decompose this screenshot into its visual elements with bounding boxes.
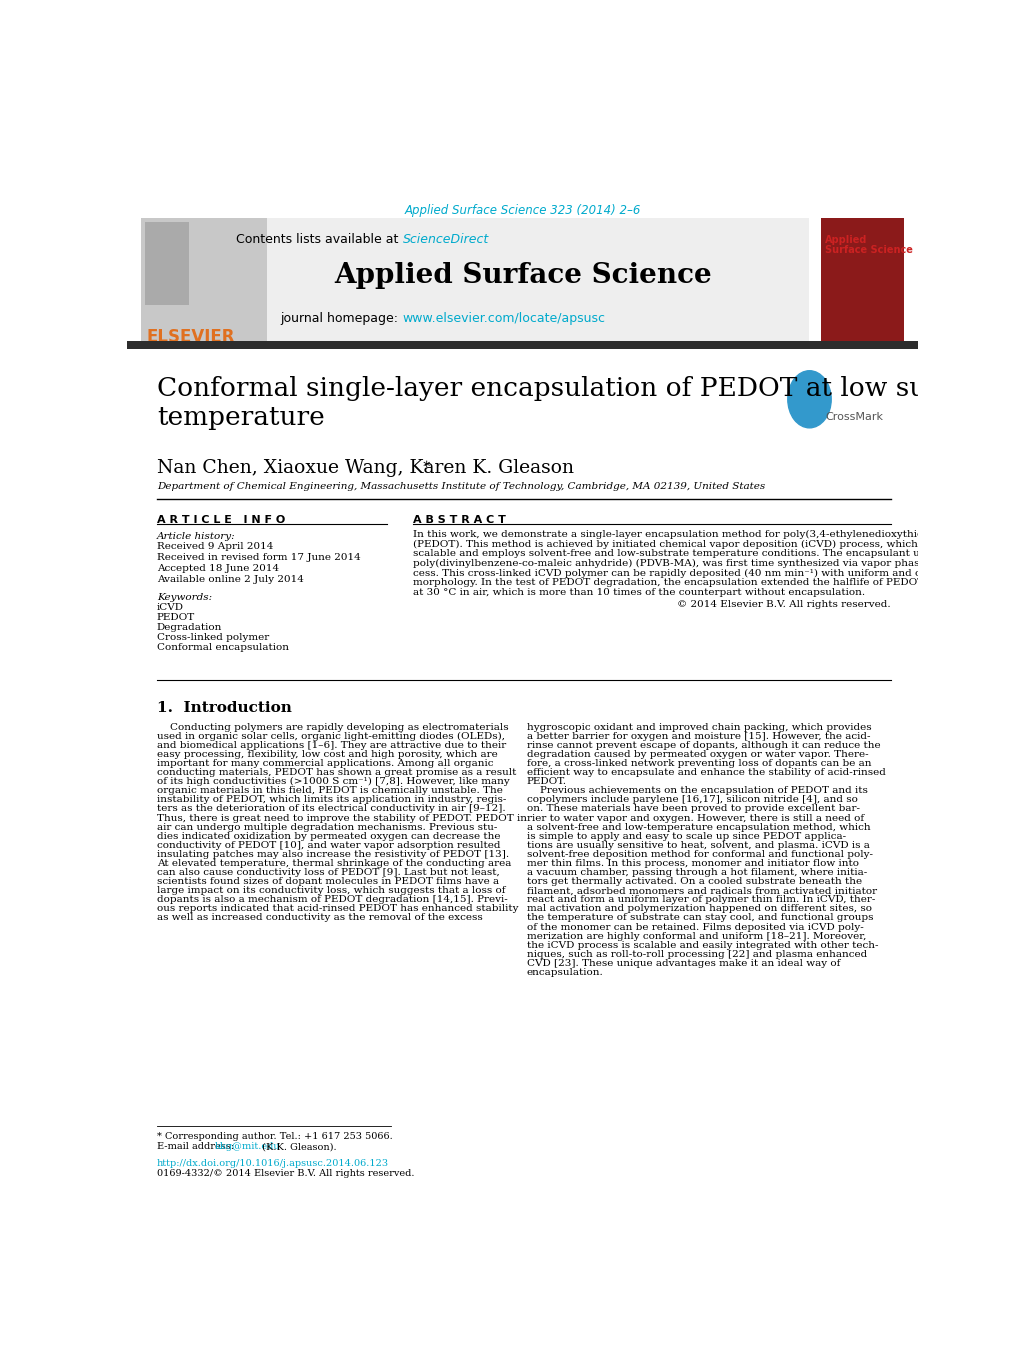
Text: http://dx.doi.org/10.1016/j.apsusc.2014.06.123: http://dx.doi.org/10.1016/j.apsusc.2014.… — [157, 1159, 388, 1169]
Text: copolymers include parylene [16,17], silicon nitride [4], and so: copolymers include parylene [16,17], sil… — [526, 796, 857, 804]
Text: dopants is also a mechanism of PEDOT degradation [14,15]. Previ-: dopants is also a mechanism of PEDOT deg… — [157, 896, 507, 904]
Text: Conformal single-layer encapsulation of PEDOT at low substrate
temperature: Conformal single-layer encapsulation of … — [157, 376, 1019, 430]
Text: * Corresponding author. Tel.: +1 617 253 5066.: * Corresponding author. Tel.: +1 617 253… — [157, 1132, 392, 1142]
Text: Accepted 18 June 2014: Accepted 18 June 2014 — [157, 565, 279, 573]
Text: 0169-4332/© 2014 Elsevier B.V. All rights reserved.: 0169-4332/© 2014 Elsevier B.V. All right… — [157, 1169, 414, 1178]
Text: 1.  Introduction: 1. Introduction — [157, 701, 291, 715]
Text: CVD [23]. These unique advantages make it an ideal way of: CVD [23]. These unique advantages make i… — [526, 959, 840, 967]
Text: Contents lists available at: Contents lists available at — [236, 232, 403, 246]
Text: CrossMark: CrossMark — [824, 412, 882, 423]
Text: a vacuum chamber, passing through a hot filament, where initia-: a vacuum chamber, passing through a hot … — [526, 869, 866, 877]
Text: can also cause conductivity loss of PEDOT [9]. Last but not least,: can also cause conductivity loss of PEDO… — [157, 869, 499, 877]
Text: dies indicated oxidization by permeated oxygen can decrease the: dies indicated oxidization by permeated … — [157, 832, 500, 840]
Text: PEDOT: PEDOT — [157, 613, 195, 623]
Text: Conducting polymers are rapidly developing as electromaterials: Conducting polymers are rapidly developi… — [157, 723, 508, 732]
Text: is simple to apply and easy to scale up since PEDOT applica-: is simple to apply and easy to scale up … — [526, 832, 845, 840]
Text: Department of Chemical Engineering, Massachusetts Institute of Technology, Cambr: Department of Chemical Engineering, Mass… — [157, 482, 764, 490]
FancyBboxPatch shape — [142, 218, 809, 340]
Text: Conformal encapsulation: Conformal encapsulation — [157, 643, 288, 653]
Text: Nan Chen, Xiaoxue Wang, Karen K. Gleason: Nan Chen, Xiaoxue Wang, Karen K. Gleason — [157, 458, 574, 477]
Text: ScienceDirect: ScienceDirect — [403, 232, 488, 246]
Text: Applied: Applied — [824, 235, 866, 246]
Text: rier to water vapor and oxygen. However, there is still a need of: rier to water vapor and oxygen. However,… — [526, 813, 863, 823]
Text: on. These materials have been proved to provide excellent bar-: on. These materials have been proved to … — [526, 804, 859, 813]
Text: Available online 2 July 2014: Available online 2 July 2014 — [157, 574, 304, 584]
Text: kkg@mit.edu: kkg@mit.edu — [215, 1143, 280, 1151]
Text: merization are highly conformal and uniform [18–21]. Moreover,: merization are highly conformal and unif… — [526, 932, 865, 940]
Text: PEDOT.: PEDOT. — [526, 777, 567, 786]
Text: important for many commercial applications. Among all organic: important for many commercial applicatio… — [157, 759, 493, 767]
Text: cess. This cross-linked iCVD polymer can be rapidly deposited (40 nm min⁻¹) with: cess. This cross-linked iCVD polymer can… — [413, 569, 967, 578]
Text: A B S T R A C T: A B S T R A C T — [413, 515, 505, 524]
Text: of its high conductivities (>1000 S cm⁻¹) [7,8]. However, like many: of its high conductivities (>1000 S cm⁻¹… — [157, 777, 509, 786]
Text: A R T I C L E   I N F O: A R T I C L E I N F O — [157, 515, 285, 524]
Text: journal homepage:: journal homepage: — [280, 312, 403, 326]
Text: the iCVD process is scalable and easily integrated with other tech-: the iCVD process is scalable and easily … — [526, 940, 877, 950]
Circle shape — [787, 370, 830, 428]
Text: niques, such as roll-to-roll processing [22] and plasma enhanced: niques, such as roll-to-roll processing … — [526, 950, 866, 959]
Text: morphology. In the test of PEDOT degradation, the encapsulation extended the hal: morphology. In the test of PEDOT degrada… — [413, 578, 970, 588]
FancyBboxPatch shape — [820, 218, 903, 340]
Text: (K.K. Gleason).: (K.K. Gleason). — [259, 1143, 336, 1151]
Text: conducting materials, PEDOT has shown a great promise as a result: conducting materials, PEDOT has shown a … — [157, 769, 516, 777]
Text: degradation caused by permeated oxygen or water vapor. There-: degradation caused by permeated oxygen o… — [526, 750, 867, 759]
Text: easy processing, flexibility, low cost and high porosity, which are: easy processing, flexibility, low cost a… — [157, 750, 497, 759]
Text: large impact on its conductivity loss, which suggests that a loss of: large impact on its conductivity loss, w… — [157, 886, 505, 896]
Text: Surface Science: Surface Science — [824, 245, 912, 254]
Text: Received in revised form 17 June 2014: Received in revised form 17 June 2014 — [157, 554, 361, 562]
Text: organic materials in this field, PEDOT is chemically unstable. The: organic materials in this field, PEDOT i… — [157, 786, 502, 796]
Text: scientists found sizes of dopant molecules in PEDOT films have a: scientists found sizes of dopant molecul… — [157, 877, 498, 886]
Text: Previous achievements on the encapsulation of PEDOT and its: Previous achievements on the encapsulati… — [526, 786, 866, 796]
Text: hygroscopic oxidant and improved chain packing, which provides: hygroscopic oxidant and improved chain p… — [526, 723, 870, 732]
FancyBboxPatch shape — [145, 222, 190, 304]
Text: scalable and employs solvent-free and low-substrate temperature conditions. The : scalable and employs solvent-free and lo… — [413, 550, 940, 558]
Text: efficient way to encapsulate and enhance the stability of acid-rinsed: efficient way to encapsulate and enhance… — [526, 769, 884, 777]
Text: ELSEVIER: ELSEVIER — [147, 328, 235, 346]
Text: solvent-free deposition method for conformal and functional poly-: solvent-free deposition method for confo… — [526, 850, 872, 859]
Text: at 30 °C in air, which is more than 10 times of the counterpart without encapsul: at 30 °C in air, which is more than 10 t… — [413, 588, 864, 597]
Text: as well as increased conductivity as the removal of the excess: as well as increased conductivity as the… — [157, 913, 482, 923]
Bar — [127, 340, 917, 349]
Text: and biomedical applications [1–6]. They are attractive due to their: and biomedical applications [1–6]. They … — [157, 740, 505, 750]
Text: filament, adsorbed monomers and radicals from activated initiator: filament, adsorbed monomers and radicals… — [526, 886, 876, 896]
Text: rinse cannot prevent escape of dopants, although it can reduce the: rinse cannot prevent escape of dopants, … — [526, 740, 879, 750]
FancyBboxPatch shape — [142, 218, 267, 340]
Text: a solvent-free and low-temperature encapsulation method, which: a solvent-free and low-temperature encap… — [526, 823, 869, 832]
Text: used in organic solar cells, organic light-emitting diodes (OLEDs),: used in organic solar cells, organic lig… — [157, 732, 504, 740]
Text: instability of PEDOT, which limits its application in industry, regis-: instability of PEDOT, which limits its a… — [157, 796, 505, 804]
Text: Thus, there is great need to improve the stability of PEDOT. PEDOT in: Thus, there is great need to improve the… — [157, 813, 527, 823]
Text: mer thin films. In this process, monomer and initiator flow into: mer thin films. In this process, monomer… — [526, 859, 858, 867]
Text: E-mail address:: E-mail address: — [157, 1143, 236, 1151]
Text: react and form a uniform layer of polymer thin film. In iCVD, ther-: react and form a uniform layer of polyme… — [526, 896, 874, 904]
Text: At elevated temperature, thermal shrinkage of the conducting area: At elevated temperature, thermal shrinka… — [157, 859, 511, 867]
Text: fore, a cross-linked network preventing loss of dopants can be an: fore, a cross-linked network preventing … — [526, 759, 870, 767]
Text: tors get thermally activated. On a cooled substrate beneath the: tors get thermally activated. On a coole… — [526, 877, 861, 886]
Text: Cross-linked polymer: Cross-linked polymer — [157, 634, 269, 642]
Text: © 2014 Elsevier B.V. All rights reserved.: © 2014 Elsevier B.V. All rights reserved… — [677, 600, 890, 609]
Text: the temperature of substrate can stay cool, and functional groups: the temperature of substrate can stay co… — [526, 913, 872, 923]
Text: ∗: ∗ — [422, 457, 431, 471]
Text: air can undergo multiple degradation mechanisms. Previous stu-: air can undergo multiple degradation mec… — [157, 823, 497, 832]
Text: mal activation and polymerization happened on different sites, so: mal activation and polymerization happen… — [526, 904, 871, 913]
Text: (PEDOT). This method is achieved by initiated chemical vapor deposition (iCVD) p: (PEDOT). This method is achieved by init… — [413, 540, 928, 549]
Text: Keywords:: Keywords: — [157, 593, 212, 603]
Text: tions are usually sensitive to heat, solvent, and plasma. iCVD is a: tions are usually sensitive to heat, sol… — [526, 840, 868, 850]
Text: ters as the deterioration of its electrical conductivity in air [9–12].: ters as the deterioration of its electri… — [157, 804, 505, 813]
Text: Applied Surface Science 323 (2014) 2–6: Applied Surface Science 323 (2014) 2–6 — [405, 204, 640, 218]
Text: iCVD: iCVD — [157, 604, 183, 612]
Text: Received 9 April 2014: Received 9 April 2014 — [157, 543, 273, 551]
Text: encapsulation.: encapsulation. — [526, 969, 603, 977]
Text: In this work, we demonstrate a single-layer encapsulation method for poly(3,4-et: In this work, we demonstrate a single-la… — [413, 530, 959, 539]
Text: poly(divinylbenzene-co-maleic anhydride) (PDVB-MA), was first time synthesized v: poly(divinylbenzene-co-maleic anhydride)… — [413, 559, 949, 569]
Text: Applied Surface Science: Applied Surface Science — [333, 262, 711, 289]
Text: insulating patches may also increase the resistivity of PEDOT [13].: insulating patches may also increase the… — [157, 850, 508, 859]
Text: conductivity of PEDOT [10], and water vapor adsorption resulted: conductivity of PEDOT [10], and water va… — [157, 840, 500, 850]
Text: ous reports indicated that acid-rinsed PEDOT has enhanced stability: ous reports indicated that acid-rinsed P… — [157, 904, 518, 913]
Text: Article history:: Article history: — [157, 532, 235, 540]
Text: of the monomer can be retained. Films deposited via iCVD poly-: of the monomer can be retained. Films de… — [526, 923, 862, 932]
Text: Degradation: Degradation — [157, 623, 222, 632]
Text: a better barrier for oxygen and moisture [15]. However, the acid-: a better barrier for oxygen and moisture… — [526, 732, 869, 740]
Text: www.elsevier.com/locate/apsusc: www.elsevier.com/locate/apsusc — [403, 312, 605, 326]
